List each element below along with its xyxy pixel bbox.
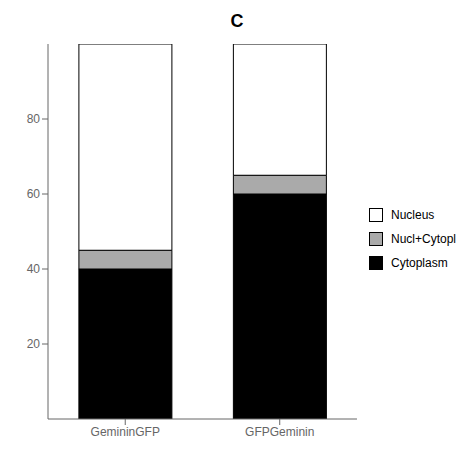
svg-text:40: 40: [27, 262, 41, 276]
html-text:Nucleus: Nucleus: [391, 208, 435, 222]
svg-text:20: 20: [27, 337, 41, 351]
svg-text:80: 80: [27, 112, 41, 126]
html-text:C: C: [230, 11, 244, 31]
svg-text:60: 60: [27, 187, 41, 201]
html-text:Nucl+Cytopl: Nucl+Cytopl: [391, 232, 456, 246]
svg-text:GFPGeminin: GFPGeminin: [245, 425, 314, 439]
html-text:Cytoplasm: Cytoplasm: [391, 256, 448, 270]
svg-text:GemininGFP: GemininGFP: [91, 425, 160, 439]
